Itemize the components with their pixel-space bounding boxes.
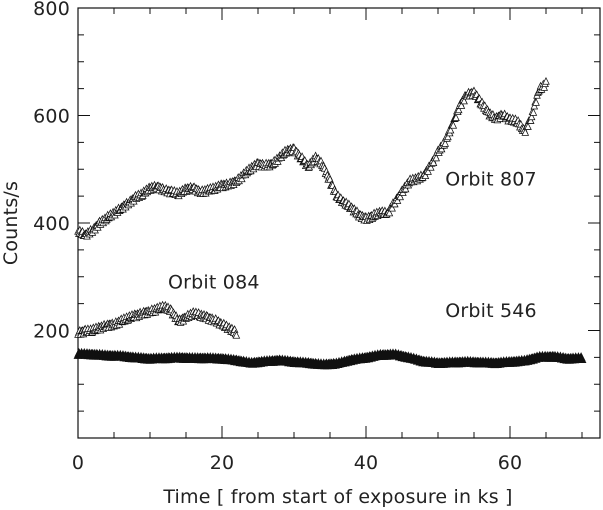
triangle-marker	[524, 122, 532, 130]
series-orbit-084	[74, 300, 241, 339]
axis-ticks	[77, 7, 600, 439]
triangle-marker	[232, 331, 241, 339]
y-tick-label: 600	[33, 106, 70, 128]
x-tick-label: 60	[498, 452, 523, 474]
triangle-marker	[437, 144, 446, 153]
x-tick-label: 0	[72, 452, 84, 474]
triangle-marker	[446, 125, 455, 134]
triangle-marker	[457, 101, 466, 109]
triangle-marker	[452, 113, 460, 121]
triangle-marker	[526, 116, 535, 124]
triangle-marker	[527, 112, 536, 121]
triangle-marker	[401, 184, 410, 193]
triangle-marker	[385, 208, 394, 217]
triangle-marker	[521, 128, 530, 136]
triangle-marker	[475, 94, 484, 102]
y-tick-label: 200	[33, 321, 70, 343]
triangle-marker	[429, 158, 438, 167]
triangle-marker	[460, 96, 468, 105]
triangle-marker	[393, 196, 402, 204]
triangle-marker	[396, 192, 405, 201]
triangle-marker	[237, 174, 246, 183]
plot-frame	[77, 7, 601, 439]
series-layer	[73, 76, 587, 370]
tick-labels: 0 20 40 60 200 400 600 800	[33, 0, 522, 474]
x-tick-label: 20	[210, 452, 235, 474]
orbit-label: Orbit 084	[168, 272, 260, 294]
y-tick-label: 400	[33, 213, 70, 235]
triangle-marker	[424, 167, 432, 175]
x-axis-label: Time [ from start of exposure in ks ]	[162, 486, 512, 508]
orbit-label: Orbit 546	[445, 300, 537, 322]
triangle-marker	[421, 171, 430, 179]
triangle-marker	[426, 162, 435, 171]
triangle-marker	[449, 120, 458, 129]
triangle-marker	[532, 98, 540, 106]
triangle-marker	[444, 132, 452, 141]
triangle-marker	[577, 354, 587, 364]
y-tick-label: 800	[33, 0, 70, 20]
series-orbit-807	[74, 76, 550, 240]
orbit-labels: Orbit 807 Orbit 084 Orbit 546	[168, 168, 537, 322]
triangle-marker	[540, 83, 549, 91]
triangle-marker	[441, 139, 450, 147]
triangle-marker	[454, 105, 463, 114]
x-tick-label: 40	[354, 452, 379, 474]
triangle-marker	[529, 108, 538, 116]
triangle-marker	[388, 203, 396, 212]
y-axis-label: Counts/s	[0, 181, 22, 265]
triangle-marker	[542, 76, 550, 85]
triangle-marker	[432, 153, 441, 162]
series-orbit-546	[73, 347, 587, 370]
orbit-label: Orbit 807	[445, 168, 537, 190]
triangle-marker	[326, 174, 334, 183]
